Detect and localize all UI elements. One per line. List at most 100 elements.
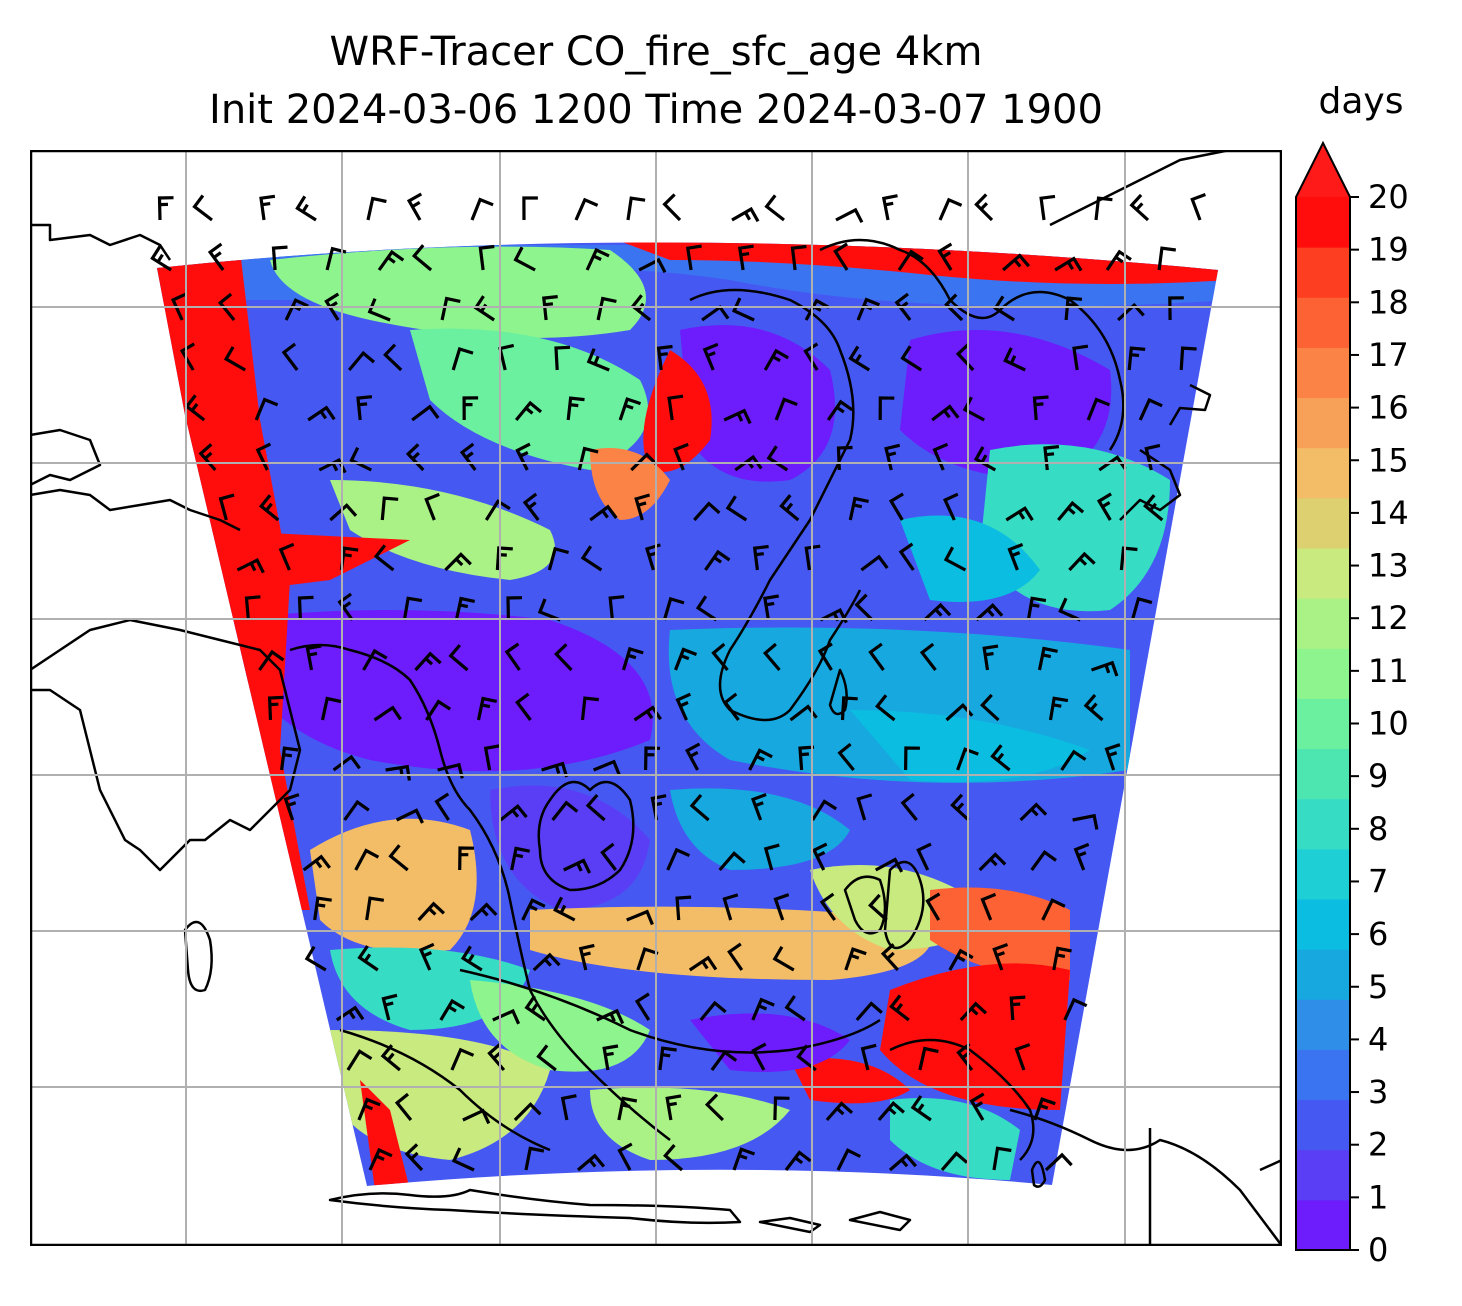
colorbar-tick-label: 15 <box>1368 441 1409 479</box>
wind-barb <box>956 747 979 771</box>
wind-barb <box>411 404 440 422</box>
wind-barb <box>762 642 781 672</box>
wind-barb <box>337 592 354 621</box>
wind-barb <box>1058 597 1082 622</box>
wind-barb <box>992 1146 1012 1171</box>
wind-barb <box>1044 1152 1073 1172</box>
colorbar-segment <box>1296 447 1350 499</box>
wind-barb <box>451 347 474 371</box>
wind-barb <box>919 642 937 671</box>
wind-barb <box>506 596 523 621</box>
colorbar-segment <box>1296 1149 1350 1201</box>
colorbar-segment <box>1296 899 1350 950</box>
wind-barb <box>803 342 819 371</box>
wind-barb <box>790 244 807 271</box>
wind-barb <box>1039 194 1056 221</box>
wind-barb <box>460 945 483 972</box>
map-plot <box>30 150 1282 1246</box>
wind-barb <box>848 345 871 372</box>
wind-barb <box>411 244 433 272</box>
colorbar-segment <box>1296 598 1350 649</box>
wind-barb <box>916 842 932 871</box>
wind-barb <box>898 542 915 571</box>
wind-barb <box>763 594 779 621</box>
wind-barb <box>280 746 299 771</box>
colorbar-segment <box>1296 1049 1350 1101</box>
wind-barb <box>462 396 479 421</box>
colorbar-tick-label: 4 <box>1368 1020 1388 1058</box>
wind-barb <box>874 857 904 873</box>
wind-barb <box>320 696 342 721</box>
wind-barb <box>470 197 494 221</box>
colorbar-tick-label: 16 <box>1368 389 1409 427</box>
wind-barb <box>244 595 261 621</box>
colorbar-label: days <box>1318 81 1404 122</box>
wind-barb <box>1072 813 1099 830</box>
field-region <box>643 350 712 472</box>
wind-barb <box>993 295 1015 322</box>
wind-barb <box>796 1044 817 1072</box>
wind-barb <box>254 397 279 421</box>
colorbar-tick-label: 19 <box>1368 231 1409 269</box>
wind-barbs <box>150 192 1206 1172</box>
colorbar-tick-label: 2 <box>1368 1126 1388 1164</box>
wind-barb <box>318 457 347 474</box>
wind-barb <box>563 858 592 874</box>
field-region <box>880 963 1070 1110</box>
wind-barb <box>617 1096 638 1121</box>
colorbar-outline <box>1295 140 1351 1251</box>
wind-barb <box>444 552 472 572</box>
colorbar-tick-label: 18 <box>1368 283 1409 321</box>
wind-barb <box>192 194 213 222</box>
wind-barb <box>1094 196 1113 221</box>
field-region <box>930 887 1070 980</box>
wind-barb <box>437 762 464 779</box>
wind-barb <box>630 452 658 472</box>
colorbar-tick-label: 10 <box>1368 705 1409 743</box>
wind-barb <box>702 342 719 371</box>
field-region <box>270 246 646 338</box>
colorbar-segment <box>1296 748 1350 800</box>
wind-barb <box>833 242 849 271</box>
wind-barb <box>1119 546 1138 571</box>
wind-barb <box>448 644 469 672</box>
wind-barb <box>881 194 898 221</box>
wind-barb <box>980 693 1000 722</box>
wind-barb <box>942 492 959 521</box>
wind-barb <box>1168 296 1184 321</box>
wind-barb <box>974 193 994 222</box>
wind-barb <box>751 1042 767 1071</box>
wind-barb <box>722 692 740 721</box>
field-region <box>590 448 670 520</box>
wind-barb <box>662 193 682 222</box>
field-region <box>890 1098 1020 1180</box>
map-panel <box>30 150 1282 1246</box>
wind-barb <box>950 793 970 822</box>
wind-barb <box>524 1146 545 1171</box>
wind-barb <box>424 492 440 521</box>
graticule <box>30 150 1282 1246</box>
wind-barb <box>667 394 684 421</box>
wind-barb <box>365 896 385 921</box>
colorbar-tick-label: 5 <box>1368 968 1388 1006</box>
colorbar-segment <box>1296 698 1350 750</box>
wind-barb <box>789 704 818 722</box>
wind-barb <box>554 643 573 672</box>
wind-barb <box>975 603 1004 622</box>
wind-barb <box>541 761 569 778</box>
colorbar-segment <box>1296 1199 1350 1251</box>
colorbar-tick-label: 17 <box>1368 336 1409 374</box>
wind-barb <box>931 404 960 422</box>
wind-barb <box>377 249 405 271</box>
wind-barb <box>1105 249 1132 271</box>
wind-barb <box>878 396 895 421</box>
wind-barb <box>1041 898 1066 921</box>
wind-barb <box>329 503 358 522</box>
colorbar-segment <box>1296 848 1350 900</box>
wind-barb <box>356 395 373 421</box>
wind-barb <box>889 994 910 1022</box>
wind-barb <box>1127 346 1146 371</box>
wind-barb <box>450 1047 475 1071</box>
wind-barb <box>521 898 546 921</box>
